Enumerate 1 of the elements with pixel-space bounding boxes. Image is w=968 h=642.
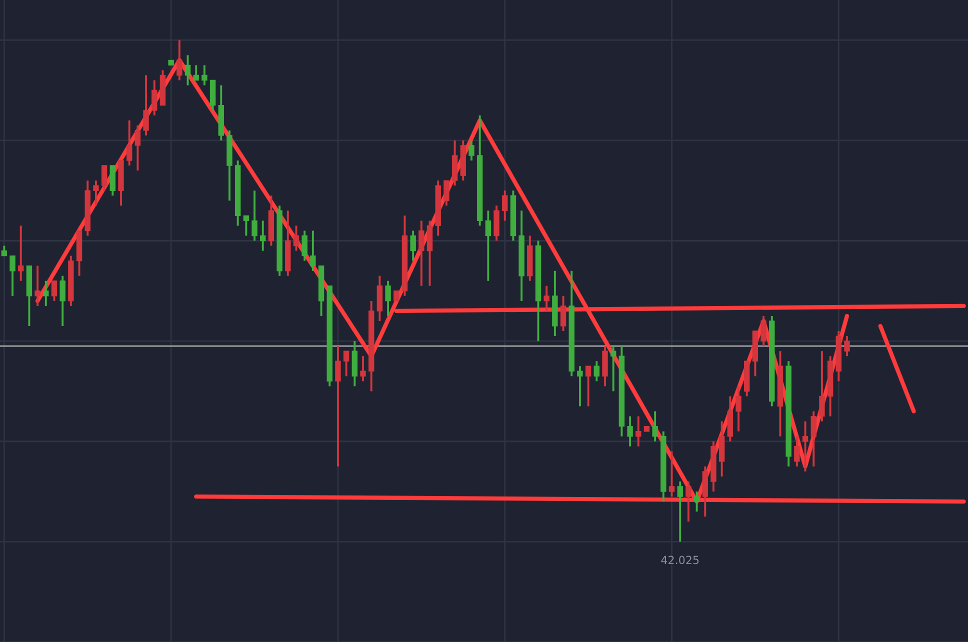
annotation: 42.025 — [661, 556, 699, 564]
